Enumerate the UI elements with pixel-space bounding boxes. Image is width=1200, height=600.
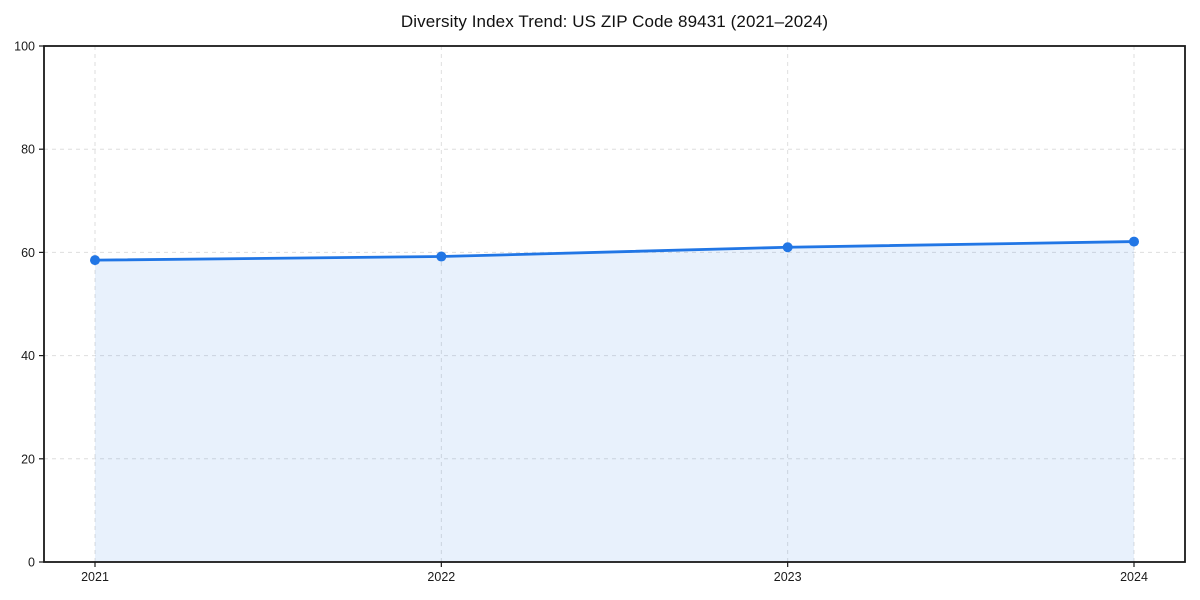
data-point	[1129, 236, 1139, 247]
area-fill	[95, 241, 1134, 562]
trend-line	[93, 240, 1136, 262]
y-tick-label: 0	[28, 556, 35, 570]
plot-border	[43, 45, 1186, 563]
x-tick-label: 2022	[427, 570, 455, 584]
x-tick-label: 2023	[774, 570, 802, 584]
data-point	[436, 251, 447, 262]
y-tick-label: 80	[21, 143, 35, 157]
y-tick-label: 100	[14, 40, 35, 54]
x-tick-label: 2021	[81, 570, 109, 584]
y-tick-label: 60	[21, 246, 35, 260]
y-tick-label: 40	[21, 349, 35, 363]
chart-title: Diversity Index Trend: US ZIP Code 89431…	[400, 12, 829, 31]
x-tick-label: 2024	[1120, 570, 1148, 584]
y-tick-label: 20	[21, 452, 35, 466]
data-point	[782, 242, 793, 253]
data-point	[90, 255, 100, 266]
